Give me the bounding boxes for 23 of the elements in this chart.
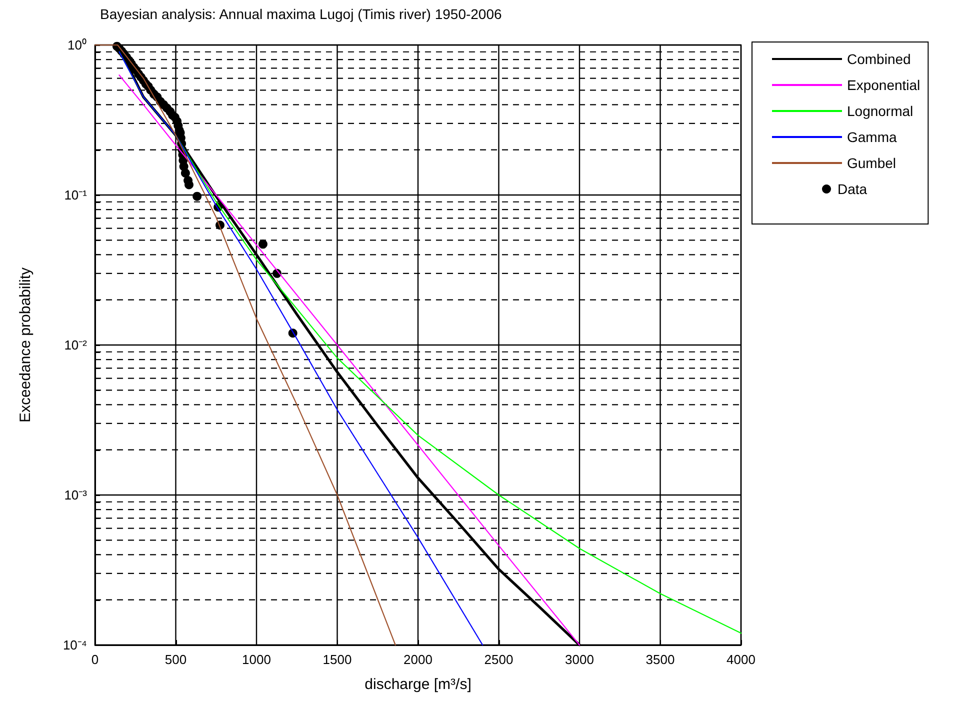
legend-label: Lognormal [847, 103, 914, 119]
legend-label: Data [838, 181, 868, 197]
x-tick-label: 1500 [322, 652, 352, 667]
y-tick-label: 10⁰ [68, 38, 87, 52]
legend-label: Gumbel [847, 155, 896, 171]
x-tick-label: 3000 [565, 652, 594, 667]
y-tick-label: 10⁻² [64, 338, 88, 352]
x-tick-label: 500 [164, 652, 187, 667]
legend-label: Exponential [847, 77, 920, 93]
x-tick-label: 4000 [726, 652, 756, 667]
x-tick-label: 2000 [404, 652, 432, 667]
legend-label: Gamma [847, 129, 897, 145]
x-axis-title: discharge [m³/s] [364, 676, 472, 693]
x-tick-label: 1000 [242, 652, 271, 667]
y-tick-label: 10⁻³ [64, 488, 88, 502]
x-tick-label: 3500 [646, 652, 675, 667]
y-tick-label: 10⁻⁴ [62, 638, 87, 652]
y-tick-label: 10⁻¹ [64, 188, 88, 202]
legend-label: Combined [847, 51, 911, 67]
y-axis-title: Exceedance probability [17, 266, 34, 423]
x-tick-label: 2500 [484, 652, 514, 667]
chart-title: Bayesian analysis: Annual maxima Lugoj (Timis river) 1950-2006 [100, 6, 502, 22]
x-tick-label: 0 [91, 652, 99, 667]
